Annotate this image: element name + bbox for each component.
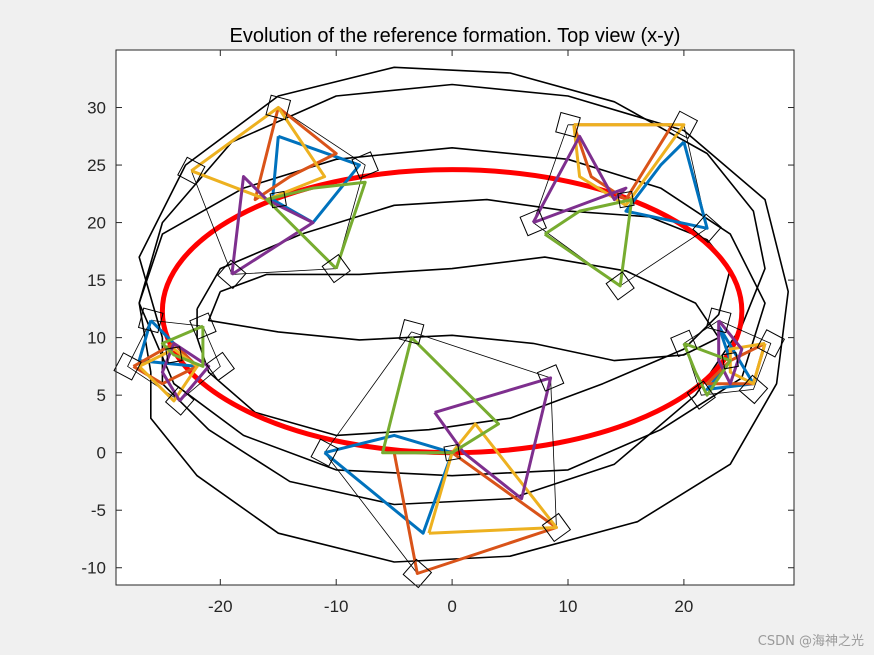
formation-outline: [127, 320, 221, 402]
formation-2: [519, 110, 722, 301]
y-tick-label: 30: [87, 99, 106, 118]
series-orange: [253, 106, 338, 202]
agent-marker: [721, 351, 739, 370]
axes-box: [115, 49, 795, 586]
agent-marker: [189, 312, 217, 340]
y-tick-label: -10: [81, 559, 106, 578]
trajectory-5: [207, 256, 720, 362]
agent-marker: [692, 213, 722, 244]
x-tick-label: -10: [324, 597, 349, 616]
agent-marker: [269, 190, 287, 209]
agent-marker: [177, 156, 206, 186]
x-tick-label: 0: [447, 597, 456, 616]
x-axis: -20 -10 0 10 20: [208, 50, 693, 616]
y-tick-label: 10: [87, 329, 106, 348]
agent-marker: [617, 190, 635, 209]
agent-marker: [670, 329, 698, 358]
formation-5: [310, 319, 572, 589]
y-axis: -10 -5 0 5 10 15 20 25 30: [81, 99, 794, 578]
agent-marker: [541, 512, 572, 543]
agent-marker: [705, 307, 732, 334]
series-yellow: [427, 422, 558, 535]
series-purple: [531, 134, 628, 225]
agent-marker: [265, 94, 292, 121]
chart-title: Evolution of the reference formation. To…: [230, 25, 681, 47]
agent-marker: [165, 346, 183, 364]
trajectory-2: [138, 66, 766, 506]
series-green: [160, 324, 205, 368]
y-tick-label: 25: [87, 156, 106, 175]
x-tick-label: 20: [674, 597, 693, 616]
agent-marker: [686, 380, 716, 410]
agent-marker: [205, 351, 235, 382]
y-tick-label: -5: [91, 501, 106, 520]
formation-1: [177, 94, 379, 290]
agent-marker: [443, 443, 461, 462]
x-tick-label: -20: [208, 597, 233, 616]
agent-marker: [402, 558, 433, 589]
agent-marker: [605, 271, 635, 301]
formation-layer: [113, 94, 786, 589]
agent-marker: [217, 259, 247, 290]
series-green: [265, 180, 367, 270]
y-tick-label: 5: [97, 386, 106, 405]
y-tick-label: 20: [87, 214, 106, 233]
agent-marker: [536, 364, 565, 392]
agent-marker: [113, 352, 142, 381]
series-blue: [624, 140, 709, 230]
series-purple: [160, 341, 211, 402]
agent-marker: [555, 111, 581, 138]
series-blue: [705, 325, 755, 391]
agent-marker: [669, 110, 699, 139]
series-green: [381, 336, 500, 455]
agent-marker: [351, 151, 379, 179]
series-yellow: [138, 347, 199, 403]
series-green: [682, 341, 732, 397]
agent-marker: [321, 253, 351, 284]
agent-marker: [310, 438, 339, 467]
y-tick-label: 0: [97, 444, 106, 463]
agent-marker: [738, 374, 769, 405]
agent-marker: [519, 208, 547, 237]
watermark-text: CSDN @海神之光: [757, 634, 864, 649]
series-purple: [433, 376, 553, 501]
agent-marker: [164, 386, 195, 416]
y-tick-label: 15: [87, 271, 106, 290]
series-green: [543, 198, 634, 288]
series-purple: [717, 319, 744, 386]
formation-4: [670, 307, 786, 410]
agent-marker: [137, 307, 164, 334]
series-yellow: [572, 123, 686, 207]
formation-3: [113, 307, 235, 416]
formation-outline: [683, 320, 772, 396]
agent-marker: [756, 329, 786, 358]
agent-marker: [398, 319, 425, 345]
x-tick-label: 10: [559, 597, 578, 616]
